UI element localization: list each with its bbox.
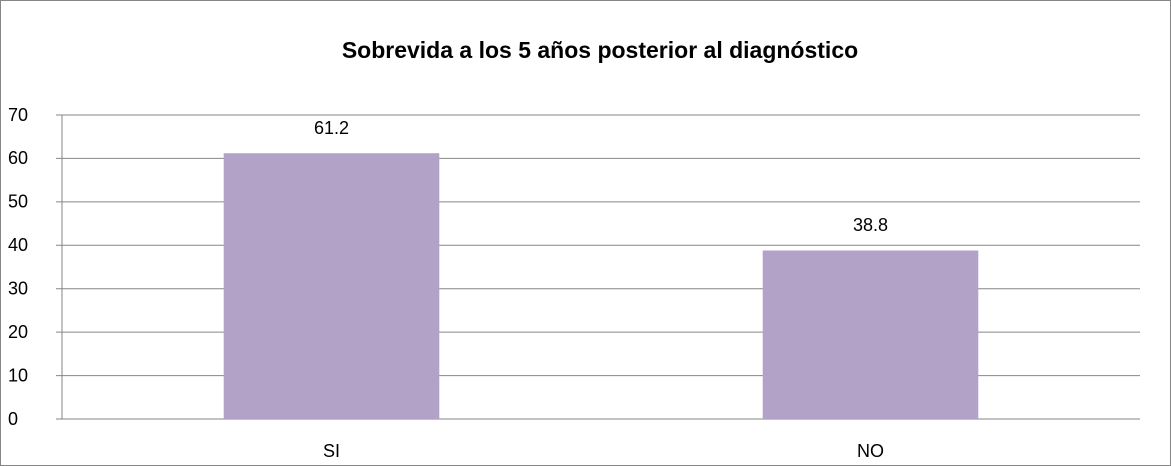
y-tick-label: 60 — [8, 148, 28, 168]
y-tick-label: 0 — [8, 409, 18, 429]
y-tick-label: 10 — [8, 365, 28, 385]
y-tick-label: 20 — [8, 322, 28, 342]
x-tick-label: NO — [857, 441, 884, 461]
data-label: 61.2 — [314, 118, 349, 138]
bar — [762, 250, 979, 419]
chart-title: Sobrevida a los 5 años posterior al diag… — [342, 37, 858, 63]
data-label: 38.8 — [853, 215, 888, 235]
y-tick-label: 30 — [8, 278, 28, 298]
x-tick-label: SI — [323, 441, 340, 461]
y-tick-label: 70 — [8, 105, 28, 125]
y-tick-label: 40 — [8, 235, 28, 255]
y-tick-label: 50 — [8, 192, 28, 212]
bar — [223, 153, 440, 419]
